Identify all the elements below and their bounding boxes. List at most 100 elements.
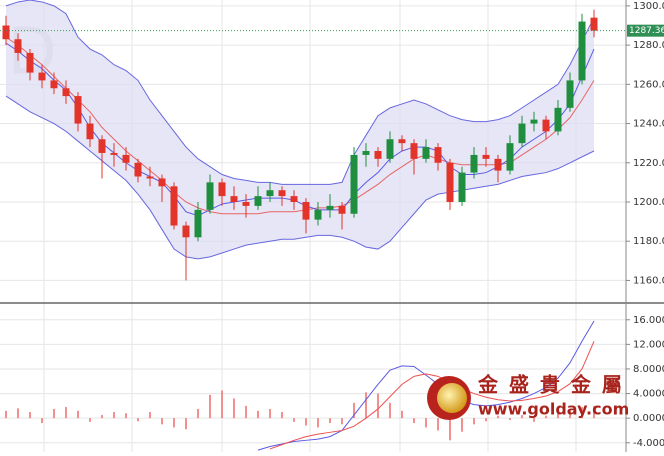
macd-bar: [137, 418, 139, 422]
candle-body: [506, 143, 514, 171]
macd-bar: [569, 410, 571, 419]
candle-body: [386, 139, 394, 159]
candle-body: [38, 72, 46, 81]
y-tick-label: 1220.0: [633, 158, 664, 169]
lower-band: [5, 95, 595, 260]
macd-bar: [257, 410, 259, 419]
macd-bar: [113, 412, 115, 419]
candle-body: [218, 182, 226, 197]
candle-body: [158, 178, 166, 187]
candle-body: [362, 151, 370, 155]
candle-body: [206, 182, 214, 210]
plot-area: [2, 0, 598, 281]
y-tick-label: 1160.0: [633, 275, 664, 286]
macd-bar: [461, 418, 463, 432]
candle-body: [326, 205, 334, 210]
candle-body: [266, 190, 274, 197]
macd-bar: [41, 418, 43, 424]
macd-line: [269, 341, 595, 450]
candle-body: [26, 52, 34, 73]
macd-bar: [5, 410, 7, 419]
macd-bar: [533, 418, 535, 422]
macd-bar: [557, 413, 559, 419]
candle-body: [374, 151, 382, 159]
candle-body: [566, 80, 574, 108]
macd-bar: [233, 398, 235, 419]
last-price-tag: [627, 24, 664, 37]
macd-line: [257, 320, 595, 451]
macd-bar: [161, 418, 163, 425]
macd-bar: [101, 415, 103, 419]
macd-bar: [221, 390, 223, 419]
candle-body: [86, 123, 94, 140]
candle-body: [254, 196, 262, 206]
candle-body: [542, 119, 550, 132]
band-fill: [6, 0, 594, 259]
candle-body: [134, 162, 142, 177]
macd-bar: [485, 418, 487, 422]
macd-bar: [365, 392, 367, 419]
macd-bar: [545, 415, 547, 419]
macd-bar: [125, 413, 127, 419]
y-tick-label: 1200.0: [633, 197, 664, 208]
candle-body: [350, 154, 358, 214]
macd-bar: [377, 393, 379, 419]
macd-bar: [437, 418, 439, 431]
candle-body: [50, 80, 58, 89]
macd-bar: [425, 418, 427, 428]
candle-body: [14, 39, 22, 53]
candle-body: [422, 147, 430, 159]
y-tick-label: 1260.0: [633, 79, 664, 90]
macd-bar: [173, 418, 175, 428]
macd-bar: [293, 418, 295, 422]
candle-body: [338, 205, 346, 214]
macd-bar: [89, 418, 91, 422]
macd-bar: [305, 418, 307, 426]
macd-bar: [317, 418, 319, 428]
candle-body: [590, 17, 598, 31]
candle-body: [2, 25, 10, 40]
candle-body: [62, 88, 70, 97]
candle-body: [518, 123, 526, 144]
candle-body: [410, 143, 418, 159]
candle-body: [434, 147, 442, 163]
macd-bar: [389, 402, 391, 419]
macd-bar: [197, 408, 199, 419]
candle-body: [494, 158, 502, 171]
candle-body: [398, 139, 406, 144]
candle-body: [470, 154, 478, 173]
macd-bar: [245, 405, 247, 419]
y-tick-label: 1240.0: [633, 119, 664, 130]
candle-body: [122, 154, 130, 163]
candle-body: [314, 209, 322, 220]
macd-bar: [413, 418, 415, 424]
y-tick-label: 1280.0: [633, 40, 664, 51]
macd-bar: [581, 407, 583, 419]
macd-bar: [209, 394, 211, 419]
macd-bar: [185, 418, 187, 430]
macd-bar: [53, 408, 55, 419]
macd-bar: [29, 412, 31, 419]
logo: 金 盛 貴 金 屬 www.golday.com: [427, 373, 629, 420]
macd-bar: [329, 418, 331, 424]
macd-bar: [401, 410, 403, 419]
candle-body: [446, 162, 454, 202]
macd-bar: [509, 418, 511, 421]
candle-body: [98, 139, 106, 153]
plot-area: [5, 320, 595, 451]
macd-bar: [341, 418, 343, 425]
candle-body: [458, 172, 466, 202]
macd-bar: [593, 405, 595, 419]
macd-bar: [269, 408, 271, 419]
candle-body: [170, 186, 178, 226]
candle-body: [194, 209, 202, 238]
candle-body: [230, 196, 238, 202]
macd-bar: [473, 418, 475, 425]
